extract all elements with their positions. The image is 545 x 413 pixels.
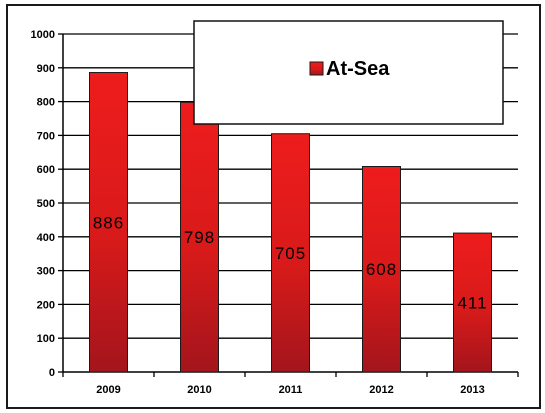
data-label: 705 xyxy=(275,244,306,263)
y-tick-label: 500 xyxy=(37,198,55,210)
data-label: 608 xyxy=(366,260,397,279)
x-tick-label: 2012 xyxy=(369,384,393,396)
x-tick-label: 2011 xyxy=(279,384,303,396)
bar-chart: 0 100 200 300 400 500 600 700 800 900 1000 2009 201… xyxy=(31,20,519,396)
y-tick-label: 600 xyxy=(37,164,55,176)
x-tick-label: 2010 xyxy=(187,384,211,396)
data-labels: 886 798 705 608 411 xyxy=(93,213,487,313)
bar-2009 xyxy=(89,72,128,373)
y-tick-label: 1000 xyxy=(31,29,55,41)
data-label: 798 xyxy=(184,228,215,247)
y-tick-label: 300 xyxy=(37,266,55,278)
x-axis-ticks: 2009 2010 2011 2012 2013 xyxy=(62,372,519,396)
x-tick-label: 2013 xyxy=(460,384,484,396)
x-tick-label: 2009 xyxy=(96,384,120,396)
y-tick-label: 900 xyxy=(37,63,55,75)
y-tick-label: 0 xyxy=(49,367,55,379)
data-label: 411 xyxy=(457,294,487,313)
bar-2010 xyxy=(180,101,219,373)
y-tick-label: 200 xyxy=(37,299,55,311)
y-tick-label: 800 xyxy=(37,97,55,109)
legend-label: At-Sea xyxy=(326,58,390,80)
y-tick-label: 400 xyxy=(37,232,55,244)
y-tick-label: 700 xyxy=(37,130,55,142)
y-tick-label: 100 xyxy=(37,333,55,345)
legend: At-Sea xyxy=(193,20,504,125)
legend-box xyxy=(193,20,504,125)
legend-swatch xyxy=(309,61,324,76)
y-axis-ticks: 0 100 200 300 400 500 600 700 800 900 1000 xyxy=(31,29,63,379)
data-label: 886 xyxy=(93,213,124,232)
bar-2013 xyxy=(453,232,492,373)
chart-frame: 0 100 200 300 400 500 600 700 800 900 1000 2009 201… xyxy=(6,4,541,409)
bars xyxy=(89,72,492,373)
bar-2011 xyxy=(271,133,310,373)
bar-2012 xyxy=(362,165,401,373)
